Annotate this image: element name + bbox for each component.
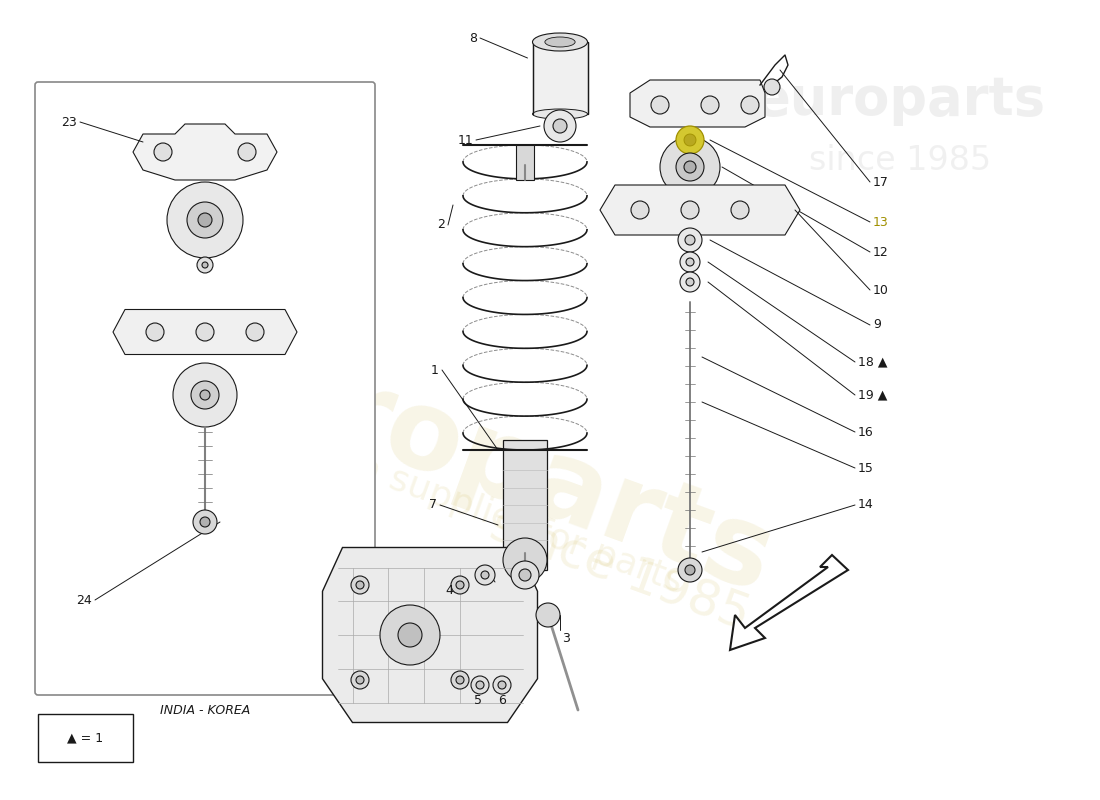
Circle shape [701, 96, 719, 114]
Circle shape [351, 671, 369, 689]
Text: 10: 10 [873, 283, 889, 297]
Text: INDIA - KOREA: INDIA - KOREA [160, 703, 250, 717]
Circle shape [631, 201, 649, 219]
Circle shape [451, 671, 469, 689]
Circle shape [197, 257, 213, 273]
Circle shape [764, 79, 780, 95]
Polygon shape [113, 310, 297, 354]
Text: 8: 8 [469, 31, 477, 45]
Circle shape [741, 96, 759, 114]
FancyBboxPatch shape [35, 82, 375, 695]
Circle shape [246, 323, 264, 341]
Text: 17: 17 [873, 175, 889, 189]
Circle shape [519, 569, 531, 581]
Text: 16: 16 [858, 426, 873, 438]
Circle shape [676, 126, 704, 154]
Circle shape [351, 576, 369, 594]
Text: since 1985: since 1985 [484, 501, 757, 639]
Circle shape [481, 571, 490, 579]
Circle shape [196, 323, 214, 341]
Text: 15: 15 [858, 462, 873, 474]
Text: 12: 12 [873, 246, 889, 258]
Text: ▲ = 1: ▲ = 1 [67, 731, 103, 745]
Circle shape [238, 143, 256, 161]
Text: 18 ▲: 18 ▲ [858, 355, 888, 369]
Text: 4: 4 [446, 583, 453, 597]
Text: 7: 7 [429, 498, 437, 511]
Circle shape [200, 390, 210, 400]
Circle shape [202, 262, 208, 268]
Circle shape [498, 681, 506, 689]
Circle shape [680, 252, 700, 272]
Circle shape [191, 381, 219, 409]
Circle shape [187, 202, 223, 238]
Circle shape [684, 134, 696, 146]
Circle shape [503, 538, 547, 582]
Circle shape [512, 561, 539, 589]
Circle shape [680, 272, 700, 292]
Circle shape [660, 137, 720, 197]
Circle shape [198, 213, 212, 227]
Text: 11: 11 [458, 134, 473, 146]
Text: 24: 24 [76, 594, 92, 606]
Circle shape [356, 676, 364, 684]
Circle shape [173, 363, 236, 427]
Circle shape [678, 558, 702, 582]
Circle shape [685, 235, 695, 245]
Circle shape [356, 581, 364, 589]
Circle shape [685, 565, 695, 575]
Circle shape [493, 676, 512, 694]
Circle shape [456, 676, 464, 684]
Circle shape [676, 153, 704, 181]
Circle shape [476, 681, 484, 689]
Text: europarts: europarts [755, 74, 1046, 126]
Bar [516, 145, 534, 180]
Text: since 1985: since 1985 [808, 143, 991, 177]
Circle shape [544, 110, 576, 142]
Text: 9: 9 [873, 318, 881, 331]
Ellipse shape [544, 37, 575, 47]
Bar [503, 440, 547, 570]
Circle shape [398, 623, 422, 647]
Ellipse shape [532, 109, 587, 119]
Circle shape [456, 581, 464, 589]
Circle shape [146, 323, 164, 341]
Bar [532, 42, 587, 114]
Text: 5: 5 [474, 694, 482, 707]
Text: 6: 6 [498, 694, 506, 707]
Polygon shape [322, 547, 538, 722]
Text: 3: 3 [562, 631, 570, 645]
Circle shape [651, 96, 669, 114]
Polygon shape [600, 185, 800, 235]
Ellipse shape [532, 33, 587, 51]
Circle shape [451, 576, 469, 594]
Circle shape [686, 258, 694, 266]
Circle shape [167, 182, 243, 258]
Polygon shape [730, 555, 848, 650]
Bar [39, 714, 133, 762]
Text: 23: 23 [62, 115, 77, 129]
Circle shape [732, 201, 749, 219]
Circle shape [686, 278, 694, 286]
Polygon shape [630, 80, 764, 127]
Text: 14: 14 [858, 498, 873, 511]
Circle shape [678, 228, 702, 252]
Circle shape [379, 605, 440, 665]
Text: 19 ▲: 19 ▲ [858, 389, 888, 402]
Circle shape [192, 510, 217, 534]
Text: 2: 2 [437, 218, 446, 231]
Circle shape [684, 161, 696, 173]
Text: europarts: europarts [173, 305, 786, 615]
Circle shape [471, 676, 490, 694]
Circle shape [154, 143, 172, 161]
Circle shape [681, 201, 698, 219]
Circle shape [200, 517, 210, 527]
Circle shape [536, 603, 560, 627]
Circle shape [475, 565, 495, 585]
Text: 1: 1 [431, 363, 439, 377]
Text: a supplier for parts: a supplier for parts [353, 450, 688, 600]
Text: 13: 13 [873, 215, 889, 229]
Polygon shape [133, 124, 277, 180]
Circle shape [553, 119, 566, 133]
